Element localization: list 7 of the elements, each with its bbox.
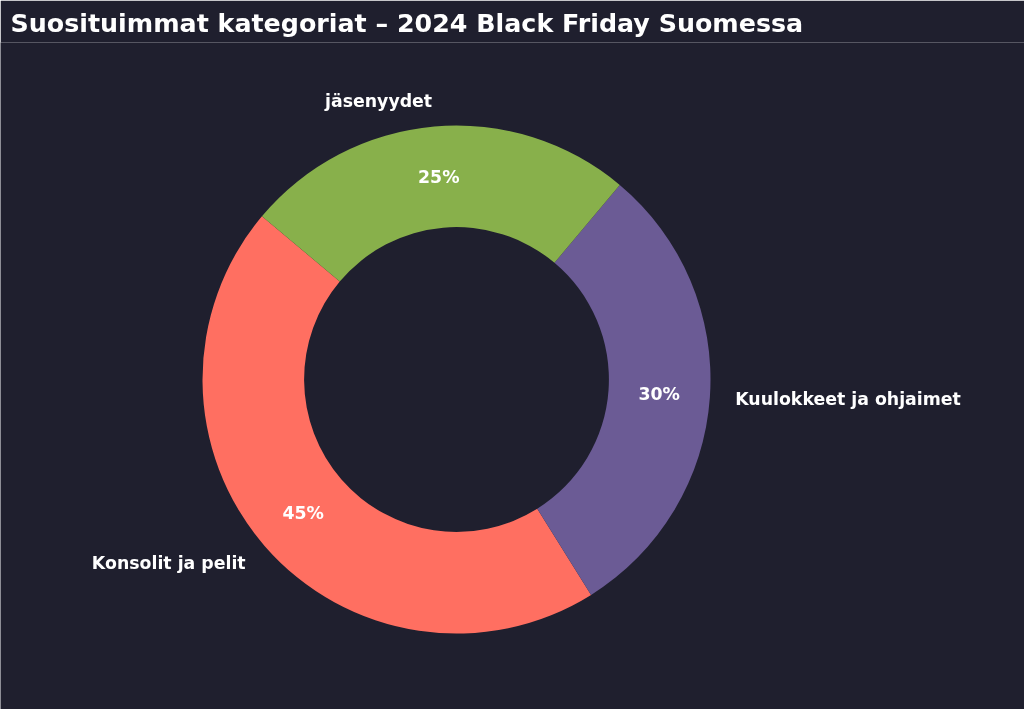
data-label: 30%	[638, 383, 680, 404]
data-label: 45%	[282, 502, 324, 523]
data-label: 25%	[418, 167, 460, 188]
slice-label: jäsenyydet	[324, 91, 433, 112]
chart-title: Suosituimmat kategoriat – 2024 Black Friday Suomessa	[10, 7, 804, 38]
slice-label: Konsolit ja pelit	[91, 552, 246, 573]
slice-label: Kuulokkeet ja ohjaimet	[735, 388, 961, 409]
